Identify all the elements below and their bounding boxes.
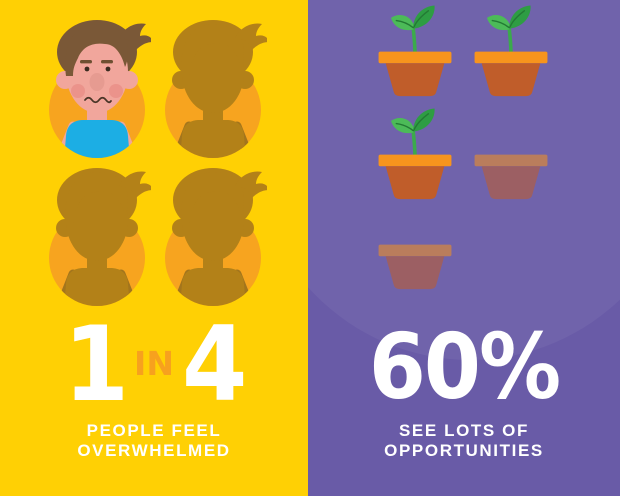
left-panel: 1 IN 4 PEOPLE FEEL OVERWHELMED	[0, 0, 308, 496]
background-highlight	[308, 0, 620, 360]
stat-value-2: 4	[181, 305, 247, 426]
flower-pot-icon	[471, 0, 551, 98]
sprout-icon	[487, 5, 531, 57]
person-avatar-svg	[165, 20, 267, 158]
flower-pot-svg	[378, 244, 452, 290]
sprout-icon	[391, 5, 435, 57]
stat-connector: IN	[134, 343, 174, 383]
flower-pot-svg	[474, 154, 548, 200]
flower-pot-svg	[378, 5, 452, 97]
flower-pot-svg	[378, 108, 452, 200]
person-avatar-svg	[49, 20, 151, 158]
flower-pot-icon	[375, 193, 455, 291]
left-caption-line1: PEOPLE FEEL	[86, 421, 222, 440]
flower-pot-icon	[471, 103, 551, 201]
flower-pot-icon	[375, 103, 455, 201]
person-avatar-icon	[153, 158, 273, 308]
person-avatar-icon	[153, 10, 273, 160]
right-caption: SEE LOTS OF OPPORTUNITIES	[308, 421, 620, 462]
stat-value-percent: 60%	[368, 315, 561, 420]
person-avatar-icon	[37, 158, 157, 308]
stat-value-1: 1	[63, 305, 129, 426]
left-caption: PEOPLE FEEL OVERWHELMED	[0, 421, 308, 462]
flower-pot-svg	[474, 5, 548, 97]
right-panel: 60% SEE LOTS OF OPPORTUNITIES	[308, 0, 620, 496]
left-stat: 1 IN 4	[0, 312, 308, 420]
sprout-icon	[391, 108, 435, 160]
flower-pot-icon	[375, 0, 455, 98]
right-caption-line1: SEE LOTS OF	[398, 421, 529, 440]
person-avatar-svg	[165, 168, 267, 306]
person-avatar-svg	[49, 168, 151, 306]
left-caption-line2: OVERWHELMED	[77, 441, 231, 461]
right-caption-line2: OPPORTUNITIES	[384, 441, 544, 461]
person-avatar-icon	[37, 10, 157, 160]
right-stat: 60%	[308, 314, 620, 422]
